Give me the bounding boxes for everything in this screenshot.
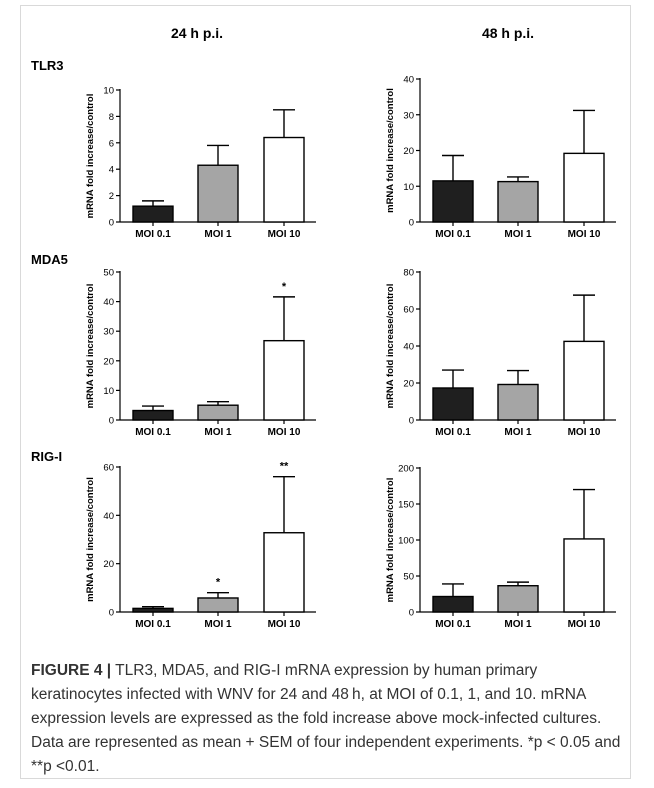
x-tick-label: MOI 0.1 — [135, 427, 171, 438]
x-tick-label: MOI 10 — [268, 619, 301, 630]
x-tick-label: MOI 10 — [268, 427, 301, 438]
row-title-rig-i: RIG-I — [31, 449, 62, 464]
significance-marker: * — [282, 281, 287, 293]
bar-moi-10 — [263, 532, 305, 613]
y-tick-label: 40 — [403, 75, 414, 86]
y-tick-label: 0 — [409, 218, 414, 229]
x-tick-label: MOI 1 — [204, 229, 232, 240]
chart-panel: mRNA fold increase/control 0 10 20 30 40 50 MOI… — [85, 268, 316, 438]
bar-moi-1 — [197, 597, 239, 613]
figure-frame — [20, 5, 631, 779]
x-tick-label: MOI 0.1 — [435, 427, 471, 438]
y-tick-label: 0 — [109, 218, 114, 229]
y-tick-label: 30 — [403, 110, 414, 121]
y-axis-label: mRNA fold increase/control — [85, 284, 96, 409]
chart-panel: mRNA fold increase/control 0 2 4 6 8 10 MOI 0.1… — [85, 86, 316, 240]
x-tick-label: MOI 10 — [268, 229, 301, 240]
bar-moi-1 — [197, 164, 239, 223]
y-axis-label: mRNA fold increase/control — [85, 94, 96, 219]
bar-moi-1 — [497, 383, 539, 421]
chart-panel: mRNA fold increase/control 0 50 100 150 200 MO… — [385, 464, 616, 630]
y-tick-label: 50 — [103, 268, 114, 279]
y-tick-label: 20 — [403, 379, 414, 390]
bar-moi-0-1 — [132, 409, 174, 421]
y-tick-label: 30 — [103, 327, 114, 338]
chart-panel: mRNA fold increase/control 0 20 40 60 MOI 0.1… — [85, 461, 316, 630]
column-title-24h: 24 h p.i. — [171, 25, 223, 41]
y-tick-label: 200 — [398, 464, 414, 475]
y-tick-label: 8 — [109, 112, 114, 123]
bar-moi-10 — [563, 340, 605, 421]
bar-moi-10 — [263, 136, 305, 223]
bar-moi-1 — [197, 404, 239, 421]
y-tick-label: 10 — [403, 182, 414, 193]
y-tick-label: 0 — [409, 416, 414, 427]
y-tick-label: 60 — [403, 305, 414, 316]
caption-text: TLR3, MDA5, and RIG-I mRNA expression by… — [31, 662, 621, 775]
bar-moi-10 — [563, 538, 605, 613]
significance-marker: ** — [280, 461, 289, 473]
y-tick-label: 0 — [109, 416, 114, 427]
x-tick-label: MOI 1 — [504, 229, 532, 240]
row-title-tlr3: TLR3 — [31, 58, 64, 73]
y-tick-label: 40 — [403, 342, 414, 353]
y-tick-label: 10 — [103, 386, 114, 397]
x-tick-label: MOI 1 — [204, 427, 232, 438]
row-title-mda5: MDA5 — [31, 252, 68, 267]
bar-moi-0-1 — [432, 595, 474, 613]
bar-moi-1 — [497, 180, 539, 223]
figure-panels: 24 h p.i. 48 h p.i. TLR3 MDA5 RIG-I mRNA… — [31, 25, 616, 630]
y-tick-label: 150 — [398, 500, 414, 511]
y-tick-label: 40 — [103, 297, 114, 308]
y-tick-label: 10 — [103, 86, 114, 97]
x-tick-label: MOI 10 — [568, 619, 601, 630]
x-tick-label: MOI 0.1 — [135, 229, 171, 240]
x-tick-label: MOI 10 — [568, 229, 601, 240]
y-tick-label: 100 — [398, 536, 414, 547]
y-tick-label: 6 — [109, 138, 114, 149]
column-title-48h: 48 h p.i. — [482, 25, 534, 41]
y-axis-label: mRNA fold increase/control — [385, 478, 396, 603]
y-tick-label: 20 — [103, 559, 114, 570]
x-tick-label: MOI 1 — [504, 427, 532, 438]
x-tick-label: MOI 0.1 — [435, 229, 471, 240]
chart-panel: mRNA fold increase/control 0 10 20 30 40 MOI 0… — [385, 75, 616, 240]
y-tick-label: 80 — [403, 268, 414, 279]
y-axis-label: mRNA fold increase/control — [85, 477, 96, 602]
y-tick-label: 2 — [109, 191, 114, 202]
bar-moi-1 — [497, 585, 539, 613]
y-tick-label: 60 — [103, 463, 114, 474]
x-tick-label: MOI 0.1 — [135, 619, 171, 630]
y-axis-label: mRNA fold increase/control — [385, 88, 396, 213]
figure-caption: FIGURE 4 | TLR3, MDA5, and RIG-I mRNA ex… — [31, 659, 621, 779]
x-tick-label: MOI 1 — [204, 619, 232, 630]
y-tick-label: 20 — [403, 146, 414, 157]
chart-panel: mRNA fold increase/control 0 20 40 60 80 MOI 0… — [385, 268, 616, 438]
y-tick-label: 40 — [103, 511, 114, 522]
significance-marker: * — [216, 577, 221, 589]
y-axis-label: mRNA fold increase/control — [385, 284, 396, 409]
y-tick-label: 50 — [403, 572, 414, 583]
y-tick-label: 0 — [109, 608, 114, 619]
y-tick-label: 20 — [103, 356, 114, 367]
y-tick-label: 4 — [109, 165, 114, 176]
caption-label: FIGURE 4 | — [31, 662, 112, 679]
bar-moi-10 — [563, 152, 605, 223]
bar-moi-0-1 — [132, 607, 174, 613]
y-tick-label: 0 — [409, 608, 414, 619]
bar-moi-0-1 — [432, 180, 474, 223]
bar-moi-0-1 — [432, 387, 474, 421]
x-tick-label: MOI 10 — [568, 427, 601, 438]
bar-moi-0-1 — [132, 205, 174, 223]
chart-panels: mRNA fold increase/control 0 2 4 6 8 10 MOI 0.1… — [85, 75, 616, 630]
bar-moi-10 — [263, 339, 305, 421]
x-tick-label: MOI 1 — [504, 619, 532, 630]
x-tick-label: MOI 0.1 — [435, 619, 471, 630]
